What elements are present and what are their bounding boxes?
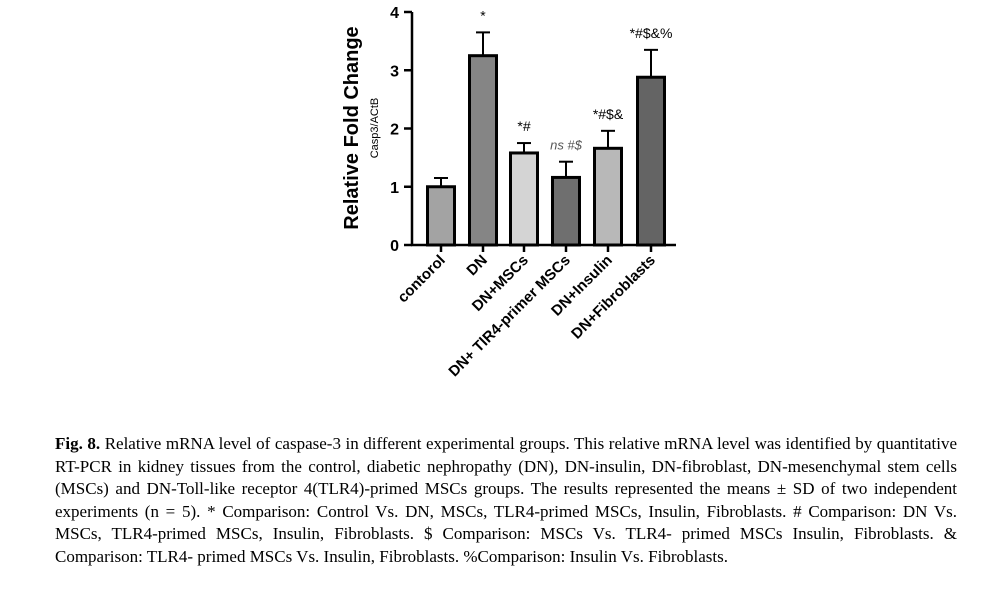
caption-text: Relative mRNA level of caspase-3 in diff… [55, 434, 958, 566]
y-tick-label: 1 [390, 180, 399, 197]
y-tick-label: 2 [390, 122, 399, 139]
bar [509, 151, 539, 247]
significance-label: ns #$ [550, 138, 583, 153]
caption-label: Fig. 8. [55, 434, 101, 453]
significance-label: * [480, 7, 486, 23]
significance-label: *# [517, 118, 530, 134]
bar [468, 54, 498, 247]
y-axis-subtitle: Casp3/ACtB [369, 98, 381, 159]
y-axis-title: Relative Fold Change [341, 26, 363, 229]
x-tick-label: DN [463, 252, 490, 279]
figure-caption: Fig. 8. Relative mRNA level of caspase-3… [55, 433, 957, 568]
bar [593, 146, 623, 247]
bar [636, 75, 666, 247]
y-tick-label: 3 [390, 63, 399, 80]
y-tick-label: 0 [390, 238, 399, 255]
significance-label: *#$& [593, 106, 624, 122]
bar [426, 185, 456, 247]
bars: * *# ns #$ *#$& *#$&% [426, 7, 673, 247]
bar [551, 175, 581, 247]
significance-label: *#$&% [630, 25, 673, 41]
x-tick-label: contorol [394, 252, 448, 306]
y-tick-label: 4 [390, 5, 399, 22]
